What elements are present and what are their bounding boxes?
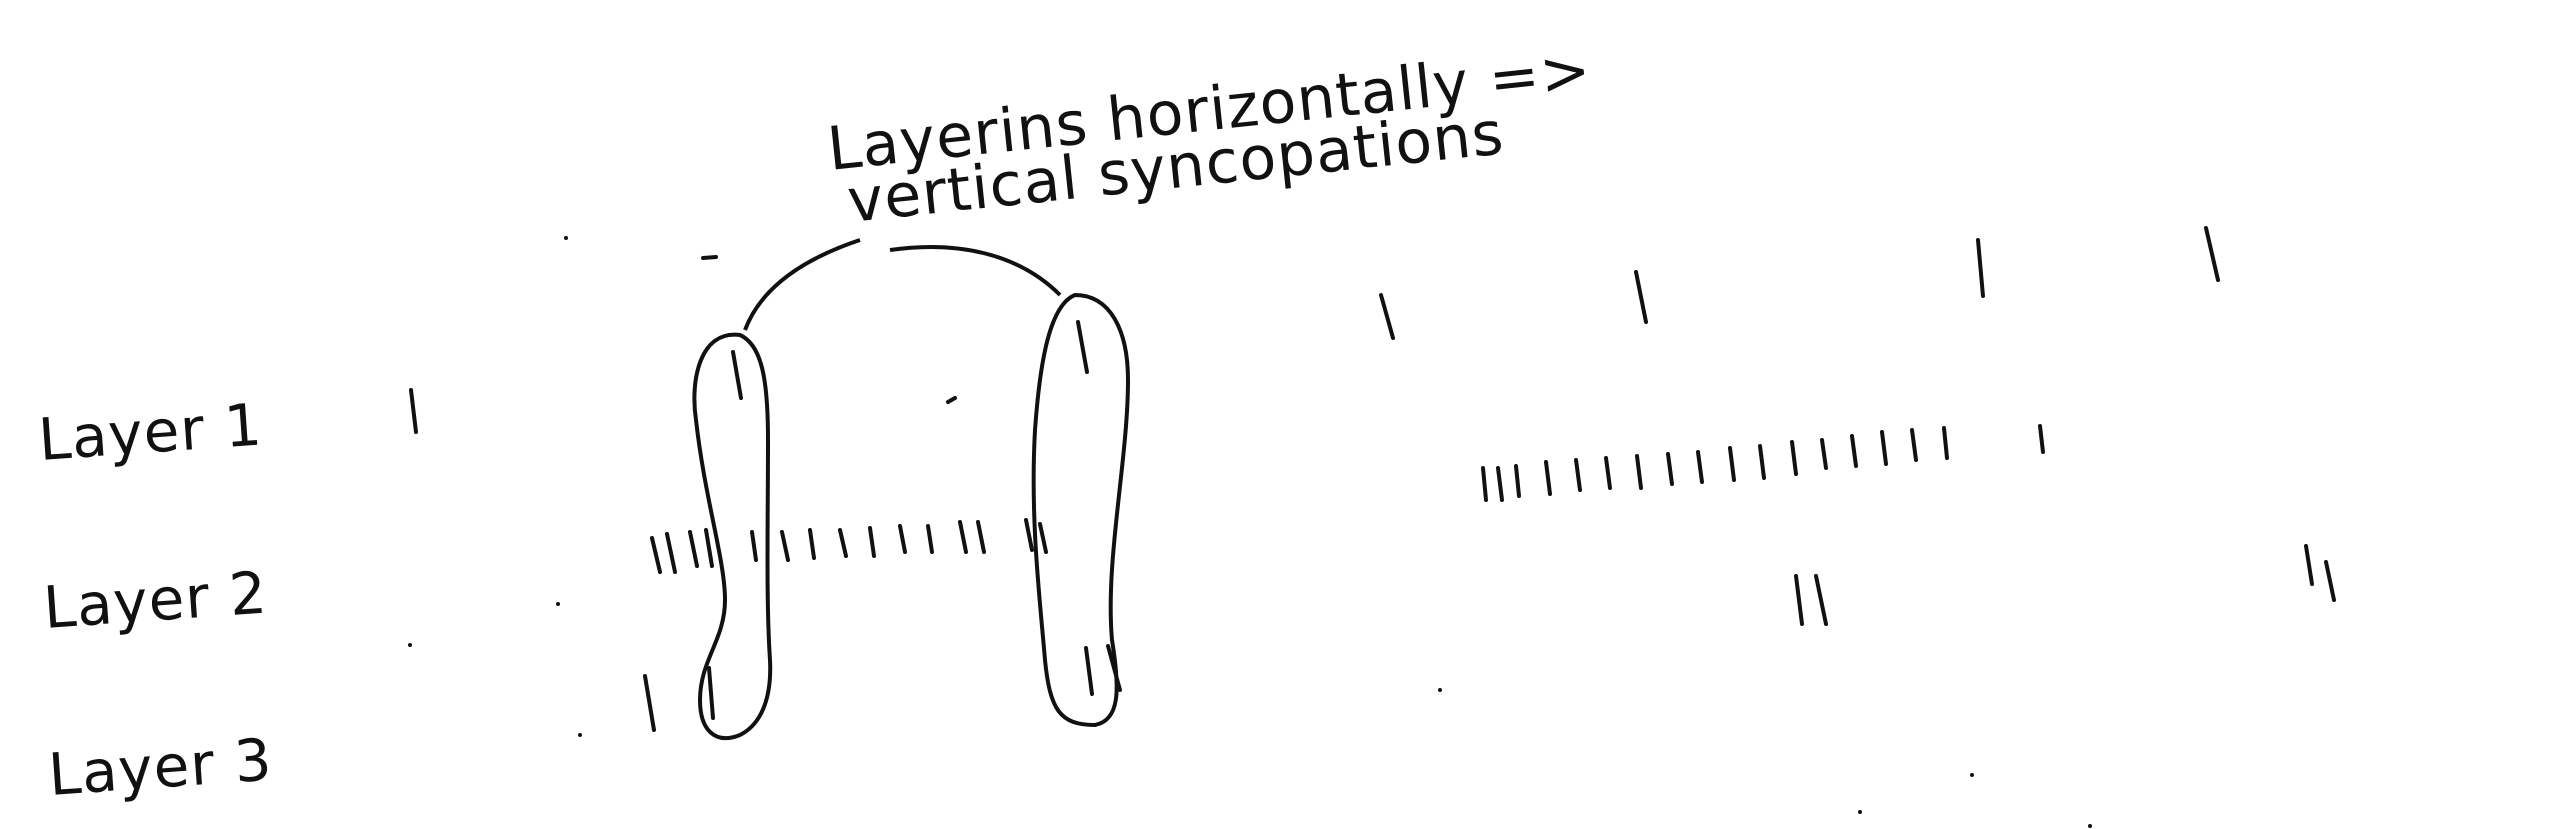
layer-2-stroke (868, 526, 876, 558)
layer-1-stroke (409, 388, 418, 434)
stray-dot (578, 733, 582, 737)
layer-2-stroke (1038, 522, 1048, 554)
layer-2-stroke (1604, 456, 1612, 490)
layer-2-stroke (688, 530, 699, 568)
grouping-left-outline (692, 332, 773, 741)
layer-3-label: Layer 3 (46, 726, 274, 809)
layer-2-stroke (1790, 440, 1798, 476)
layer-1-stroke (1976, 238, 1985, 298)
layer-2-stroke (1666, 452, 1674, 486)
layer-1-strokes (409, 226, 2220, 434)
layer-2-stroke (650, 536, 662, 574)
layer-1-stroke (731, 350, 743, 400)
layer-2-stroke (1574, 458, 1582, 492)
layer-2-stroke (1814, 574, 1828, 626)
layer-2-stroke (780, 530, 790, 562)
layer-2-stroke (1481, 466, 1488, 502)
layer-labels: Layer 1 Layer 2 Layer 3 (36, 391, 274, 809)
groupings (692, 293, 1130, 741)
arrow-left (743, 238, 861, 331)
layer-2-stroke (1696, 450, 1704, 484)
layer-3-stroke (1106, 644, 1122, 692)
layer-1-stroke (1076, 320, 1089, 374)
stray-marks (408, 236, 2092, 828)
layer-1-stroke (1379, 293, 1395, 340)
layer-3-stroke (643, 674, 656, 732)
stray-dot (1858, 810, 1862, 814)
stray-mark (946, 396, 957, 404)
layer-2-stroke (1820, 438, 1828, 470)
stray-dot (408, 643, 412, 647)
annotation: Layerins horizontally => vertical syncop… (824, 35, 1595, 237)
layer-2-stroke (898, 524, 907, 554)
layer-2-stroke (1514, 464, 1521, 498)
layer-3-stroke (1084, 646, 1094, 696)
annotation-arrows (743, 238, 1062, 331)
layer-2-stroke (1758, 444, 1766, 480)
layer-1-stroke (1634, 270, 1648, 324)
grouping-right-outline (1031, 293, 1130, 727)
stray-dot (2088, 824, 2092, 828)
layer-2-stroke (1728, 446, 1736, 482)
layer-2-stroke (2038, 424, 2045, 454)
layer-2-stroke (1880, 430, 1888, 466)
layer-2-stroke (1794, 574, 1804, 626)
layer-2-stroke (1910, 428, 1918, 462)
layer-2-stroke (2304, 544, 2314, 586)
layer-2-stroke (750, 530, 758, 562)
layer-2-stroke (1942, 426, 1949, 460)
layer-3-stroke (707, 666, 715, 720)
layer-2-stroke (976, 520, 986, 554)
layer-2-stroke (704, 528, 714, 568)
layer-2-stroke (1850, 434, 1858, 468)
stray-dot (1438, 688, 1442, 692)
stray-dot (564, 236, 568, 240)
layer-2-stroke (808, 528, 816, 560)
layer-2-stroke (1544, 460, 1552, 496)
layer-2-stroke (838, 528, 848, 558)
stray-dot (1970, 773, 1974, 777)
layer-2-stroke (926, 524, 934, 554)
layer-2-stroke (665, 532, 677, 574)
layer-2-stroke (1024, 518, 1034, 552)
layer-2-label: Layer 2 (41, 559, 269, 642)
layer-2-stroke (2324, 560, 2336, 602)
stray-dot (556, 602, 560, 606)
layer-3-strokes (643, 644, 1122, 732)
layer-2-stroke (1635, 454, 1643, 490)
arrow-right (889, 245, 1062, 297)
layer-1-stroke (2204, 226, 2220, 282)
stray-mark (701, 255, 718, 260)
layer-2-strokes (650, 424, 2336, 626)
layer-2-stroke (1496, 466, 1504, 502)
layer-1-label: Layer 1 (36, 391, 264, 474)
layer-2-stroke (958, 520, 968, 554)
